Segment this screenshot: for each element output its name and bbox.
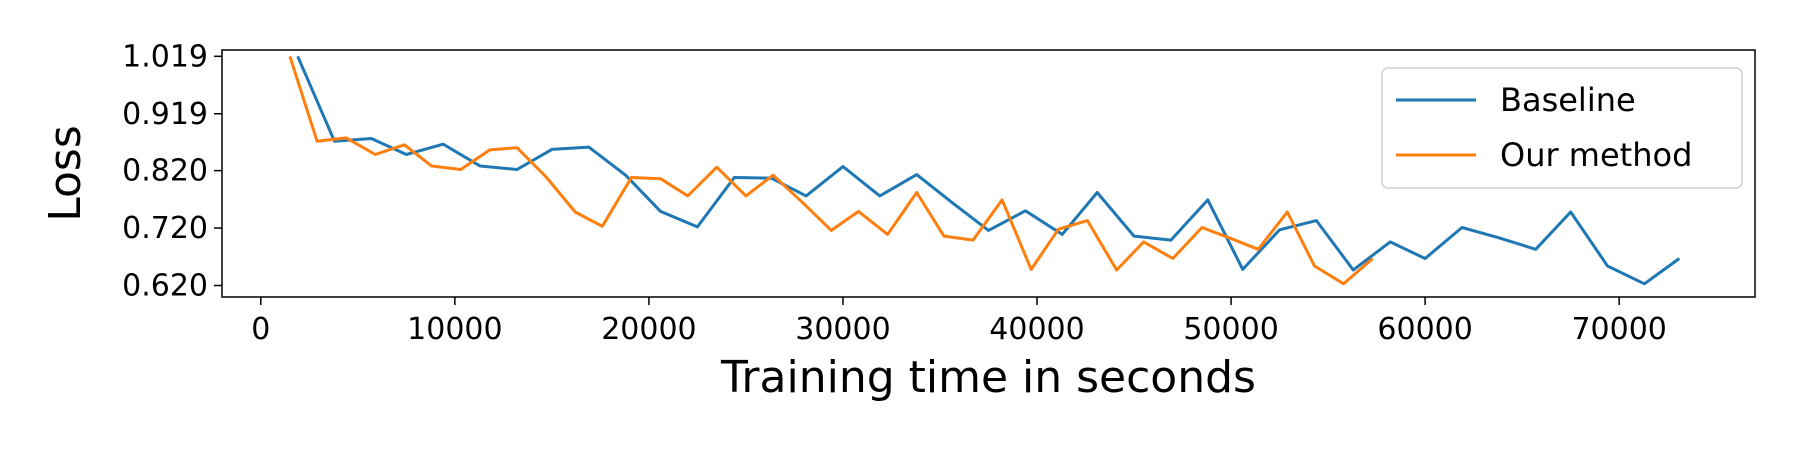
x-tick-label: 20000 bbox=[601, 312, 696, 347]
legend: Baseline Our method bbox=[1381, 67, 1743, 189]
legend-label: Baseline bbox=[1500, 81, 1636, 119]
y-axis-title: Loss bbox=[40, 125, 91, 222]
y-tick-label: 0.620 bbox=[122, 269, 208, 304]
plot-frame bbox=[221, 49, 1756, 298]
legend-label: Our method bbox=[1500, 136, 1692, 174]
y-tick-label: 1.019 bbox=[122, 39, 208, 74]
x-tick-label: 50000 bbox=[1183, 312, 1278, 347]
y-tick-label: 0.820 bbox=[122, 154, 208, 189]
x-axis-title: Training time in seconds bbox=[720, 352, 1256, 403]
y-tick-label: 0.919 bbox=[122, 97, 208, 132]
x-tick-label: 70000 bbox=[1571, 312, 1666, 347]
series-line-our-method bbox=[288, 55, 1374, 286]
x-tick-label: 0 bbox=[251, 312, 270, 347]
series-layer bbox=[288, 55, 1681, 286]
x-axis-ticks: 0 10000 20000 30000 40000 50000 60000 70000 bbox=[251, 297, 1667, 347]
x-tick-label: 60000 bbox=[1377, 312, 1472, 347]
legend-box bbox=[1381, 67, 1743, 189]
y-axis-ticks: 0.620 0.720 0.820 0.919 1.019 bbox=[122, 39, 222, 304]
plot-area bbox=[221, 49, 1756, 298]
series-line-baseline bbox=[296, 55, 1681, 286]
x-tick-label: 10000 bbox=[407, 312, 502, 347]
x-tick-label: 30000 bbox=[795, 312, 890, 347]
y-tick-label: 0.720 bbox=[122, 211, 208, 246]
x-tick-label: 40000 bbox=[989, 312, 1084, 347]
